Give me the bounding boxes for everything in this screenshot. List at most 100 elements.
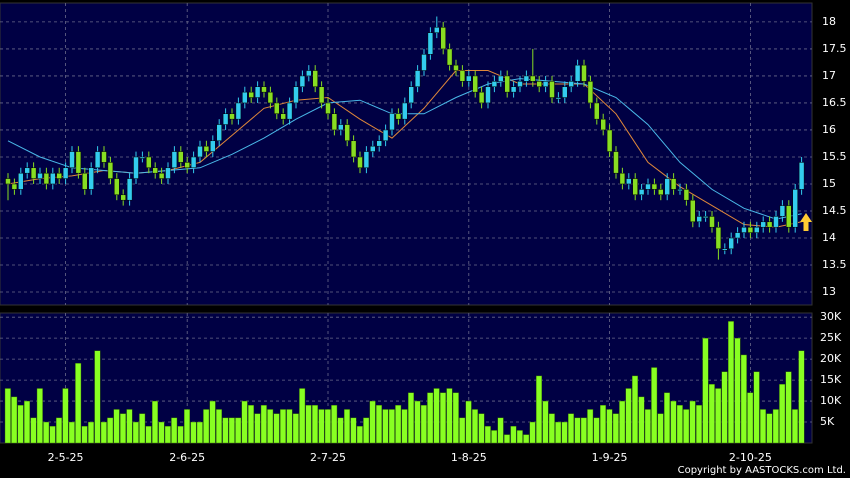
volume-bar [465, 400, 472, 444]
volume-bar [17, 405, 24, 444]
volume-bar [440, 392, 447, 444]
volume-bar [561, 421, 568, 444]
candle-body [30, 167, 37, 179]
candle-body [658, 189, 664, 196]
x-tick-label: 2-7-25 [310, 451, 346, 464]
volume-bar [56, 417, 63, 444]
candle-body [94, 151, 101, 169]
volume-bar [267, 409, 274, 444]
volume-bar [702, 337, 709, 444]
candle-body [638, 189, 645, 196]
moving-average-line [7, 78, 802, 220]
volume-bar [785, 371, 792, 444]
volume-bar [696, 405, 703, 444]
candle-body [318, 86, 325, 104]
candle-body [645, 183, 651, 190]
volume-bar [753, 371, 760, 444]
candle-body [210, 140, 216, 152]
volume-bar [651, 367, 658, 444]
candle-body [146, 156, 152, 169]
volume-bar [516, 430, 523, 444]
volume-bar [318, 409, 325, 444]
candle-body [344, 124, 350, 142]
candle-body [555, 97, 562, 100]
candle-body [216, 124, 222, 142]
candle-body [581, 64, 587, 82]
candle-body [293, 86, 299, 104]
candle-body [126, 178, 133, 201]
candle-body [478, 91, 485, 104]
y-tick-label: 15K [820, 373, 842, 386]
candle-body [619, 172, 626, 185]
y-tick-label: 30K [820, 310, 842, 323]
volume-bar [766, 413, 773, 444]
candle-body [139, 156, 146, 159]
volume-bar [324, 409, 331, 444]
volume-bar [587, 409, 594, 444]
volume-bar [484, 426, 491, 444]
candle-body [101, 151, 107, 163]
candle-body [574, 64, 581, 82]
volume-bar [24, 400, 31, 444]
copyright: Copyright by AASTOCKS.com Ltd. [678, 465, 846, 476]
candle-body [254, 86, 261, 98]
y-tick-label: 15 [822, 177, 836, 190]
volume-bar [382, 409, 389, 444]
candle-body [312, 70, 318, 87]
volume-bar [151, 400, 158, 444]
volume-bar [241, 400, 248, 444]
candle-body [190, 156, 197, 169]
volume-bar [49, 426, 56, 444]
candle-body [222, 113, 229, 125]
candle-body [408, 86, 414, 104]
volume-bar [728, 321, 735, 444]
candle-body [690, 199, 696, 223]
candle-body [261, 86, 267, 93]
volume-bar [708, 384, 715, 444]
volume-bar [235, 417, 242, 444]
candle-body [434, 27, 440, 33]
volume-bar [113, 409, 120, 444]
volume-bar [11, 396, 18, 444]
volume-bar [363, 417, 370, 444]
volume-bar [286, 409, 293, 444]
candle-body [248, 91, 254, 98]
candle-body [549, 81, 555, 98]
volume-bar [145, 426, 152, 444]
candle-body [504, 75, 510, 93]
volume-bar [36, 388, 43, 444]
volume-bar [280, 409, 287, 444]
volume-bar [491, 430, 498, 444]
candle-body [158, 172, 165, 179]
volume-bar [625, 388, 632, 444]
volume-bar [139, 413, 146, 444]
volume-bar [683, 409, 690, 444]
price-panel [0, 2, 813, 306]
candle-body [587, 81, 594, 104]
signal-arrow [800, 213, 812, 231]
y-tick-label: 14.5 [822, 204, 847, 217]
candle-body [754, 226, 760, 233]
candle-body [75, 151, 82, 174]
candle-body [427, 32, 434, 55]
volume-bar [548, 413, 555, 444]
candle-body [562, 86, 568, 98]
volume-bar [542, 400, 549, 444]
candle-body [363, 151, 370, 169]
volume-bar [606, 409, 613, 444]
candle-body [184, 162, 190, 169]
candle-body [414, 70, 421, 87]
volume-bar [196, 421, 203, 444]
candle-body [88, 167, 94, 190]
volume-bar [555, 421, 562, 444]
volume-bar [100, 421, 107, 444]
volume-bar [715, 388, 722, 444]
y-tick-label: 13.5 [822, 258, 847, 271]
volume-bar [68, 421, 75, 444]
x-tick-label: 1-8-25 [451, 451, 487, 464]
candle-body [747, 226, 754, 233]
x-tick-label: 1-9-25 [592, 451, 628, 464]
volume-bar [376, 405, 383, 444]
x-tick-label: 2-5-25 [48, 451, 84, 464]
